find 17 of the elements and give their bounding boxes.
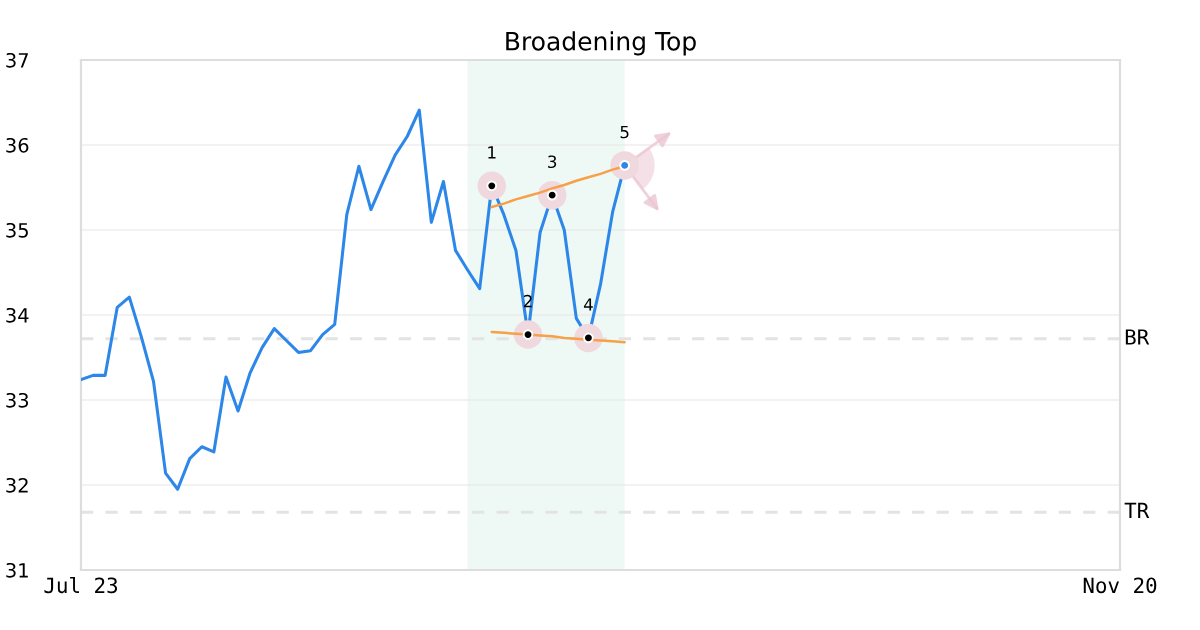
- line-series: [490, 330, 626, 344]
- x-tick-label: Nov 20: [1083, 577, 1157, 594]
- x-tick-label: Jul 23: [44, 576, 118, 594]
- y-tick-label: 36: [6, 137, 29, 153]
- y-tick-label: 37: [6, 52, 28, 68]
- annotation: 5: [620, 125, 629, 139]
- annotation: 3: [548, 155, 557, 169]
- ref-line-label: TR: [1124, 502, 1150, 518]
- y-tick-label: 34: [6, 307, 29, 323]
- y-tick-label: 35: [6, 222, 28, 238]
- annotation: 4: [583, 298, 593, 311]
- annotation: 1: [488, 146, 496, 159]
- y-tick-label: 32: [6, 477, 28, 493]
- chart-title: Broadening Top: [506, 31, 696, 56]
- y-tick-label: 33: [6, 392, 29, 408]
- ref-line-label: BR: [1125, 329, 1150, 345]
- y-tick-label: 31: [6, 562, 28, 578]
